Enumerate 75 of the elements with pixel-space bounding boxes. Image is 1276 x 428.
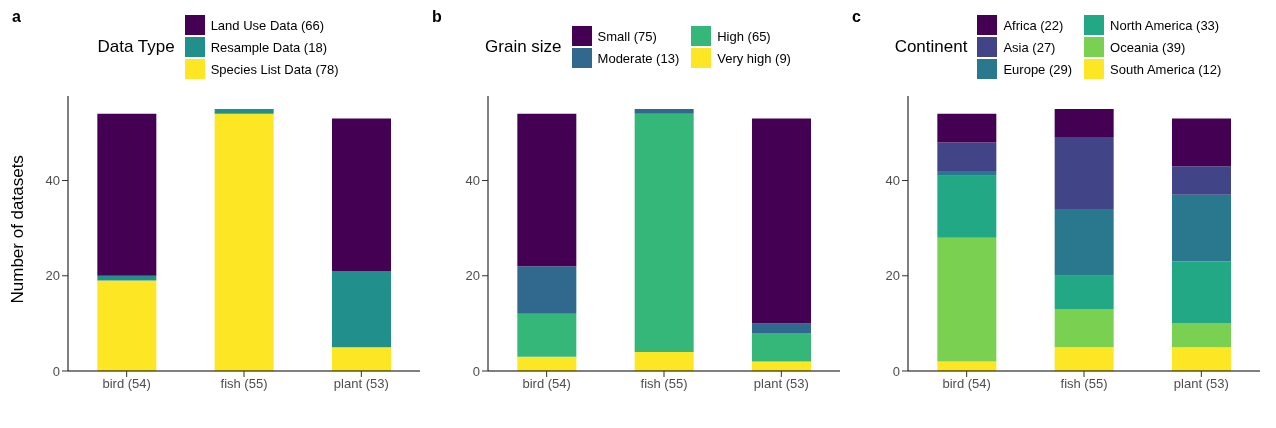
y-tick-label: 0: [52, 363, 60, 379]
y-tick-label: 40: [465, 173, 480, 189]
bar: [752, 118, 811, 324]
bar: [634, 109, 694, 114]
bar: [332, 118, 391, 271]
y-axis-title: Number of datasets: [8, 155, 28, 304]
bar: [937, 113, 997, 143]
y-tick-label: 20: [45, 268, 60, 284]
legend-title: Continent: [894, 37, 968, 57]
bar: [1172, 347, 1231, 371]
bar: [752, 361, 811, 371]
x-tick-label: fish (55): [640, 376, 688, 392]
bar: [517, 113, 577, 267]
legend-label: Europe (29): [1003, 61, 1073, 77]
bar: [1172, 118, 1231, 167]
legend-label: Resample Data (18): [210, 39, 327, 55]
bar: [752, 332, 811, 362]
x-tick-label: plant (53): [333, 376, 389, 392]
legend-label: Oceania (39): [1110, 39, 1186, 55]
bar: [1054, 137, 1114, 210]
bar: [937, 361, 997, 371]
y-tick-label: 20: [885, 268, 900, 284]
bar: [937, 142, 997, 171]
bar: [937, 175, 997, 238]
bar: [1054, 275, 1114, 310]
x-tick-label: plant (53): [753, 376, 809, 392]
legend-label: North America (33): [1110, 17, 1220, 33]
bar: [214, 109, 274, 114]
legend-title: Data Type: [97, 37, 175, 57]
legend-label: Very high (9): [717, 50, 791, 66]
chart-title: c: [852, 8, 861, 26]
legend-label: Small (75): [597, 28, 657, 44]
chart-title: a: [12, 8, 21, 26]
x-tick-label: bird (54): [942, 376, 991, 392]
bar: [332, 347, 391, 371]
y-tick-label: 40: [885, 173, 900, 189]
bar: [97, 275, 157, 281]
legend-title: Grain size: [485, 37, 562, 57]
bar: [1054, 309, 1114, 348]
y-tick-label: 40: [45, 173, 60, 189]
x-tick-label: plant (53): [1173, 376, 1229, 392]
x-tick-label: bird (54): [102, 376, 151, 392]
bar: [1054, 347, 1114, 371]
bar: [517, 313, 577, 357]
legend-label: High (65): [717, 28, 771, 44]
bar: [517, 266, 577, 314]
bar: [1054, 109, 1114, 138]
bar: [1172, 323, 1231, 348]
y-tick-label: 0: [472, 363, 480, 379]
bar: [214, 113, 274, 371]
y-tick-label: 0: [892, 363, 900, 379]
bar: [634, 351, 694, 371]
bar: [97, 113, 157, 276]
legend-label: Africa (22): [1003, 17, 1064, 33]
bar: [1172, 166, 1231, 195]
x-tick-label: fish (55): [1060, 376, 1108, 392]
legend-label: Asia (27): [1003, 39, 1056, 55]
x-tick-label: fish (55): [220, 376, 268, 392]
legend-label: South America (12): [1110, 61, 1222, 77]
bar: [1172, 261, 1231, 324]
legend-label: Species List Data (78): [210, 61, 339, 77]
chart-title: b: [432, 8, 442, 26]
bar: [97, 280, 157, 371]
bar: [332, 271, 391, 348]
bar: [517, 356, 577, 371]
x-tick-label: bird (54): [522, 376, 571, 392]
bar: [937, 237, 997, 362]
legend-label: Moderate (13): [597, 50, 680, 66]
legend-label: Land Use Data (66): [210, 17, 325, 33]
y-tick-label: 20: [465, 268, 480, 284]
bar: [752, 323, 811, 333]
bar: [634, 113, 694, 352]
bar: [937, 171, 997, 176]
bar: [1054, 209, 1114, 276]
bar: [1172, 194, 1231, 262]
